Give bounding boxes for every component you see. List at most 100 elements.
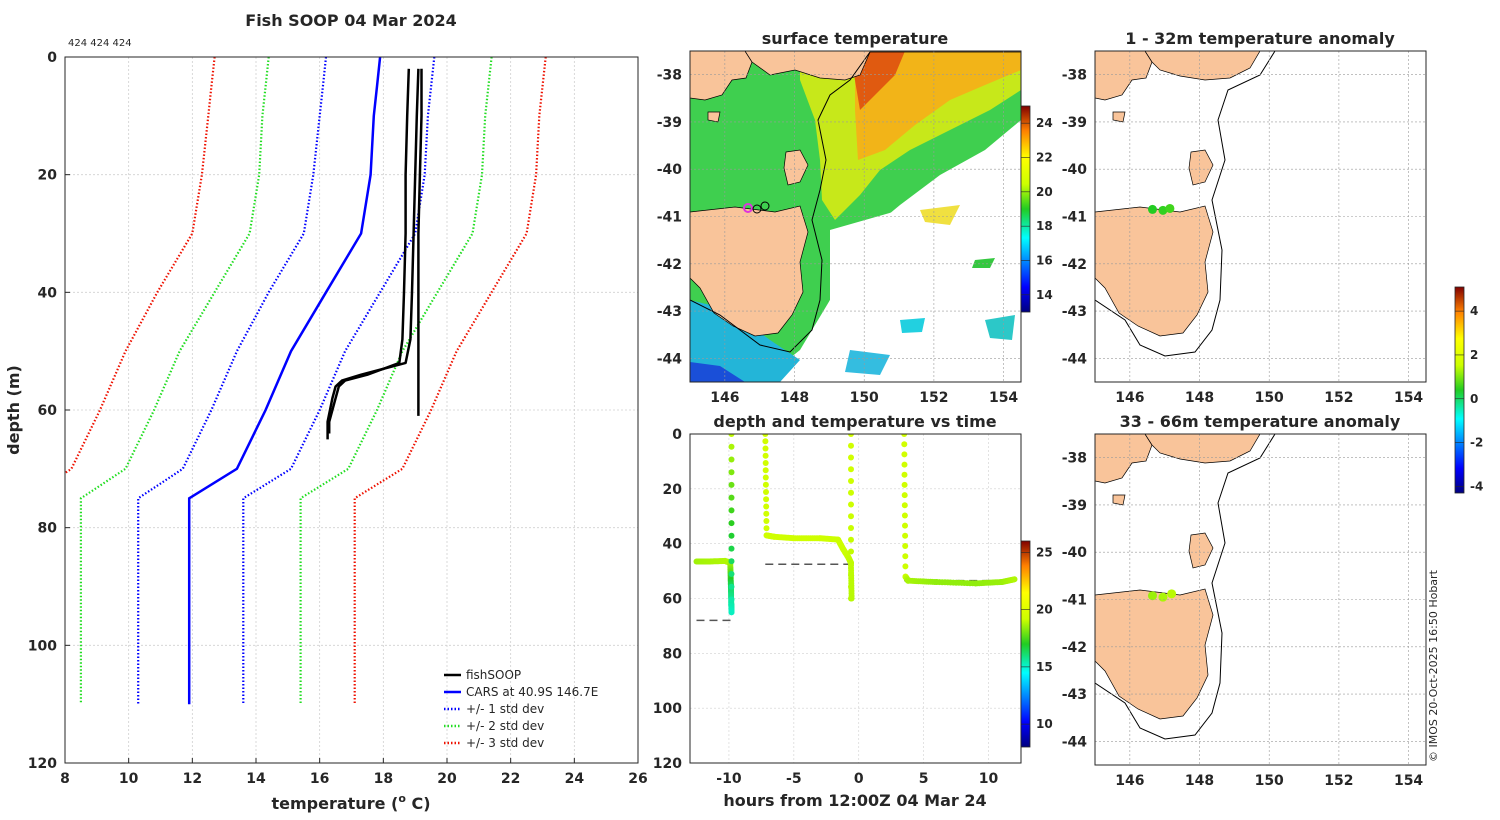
- anomaly-1-32-panel: 1 - 32m temperature anomaly 146 148 150 152…: [1062, 29, 1427, 406]
- map-ytick-label: -44: [1062, 734, 1088, 750]
- anomaly-33-66-panel: 33 - 66m temperature anomaly 146 148 150 15…: [1062, 286, 1483, 789]
- colorbar-tick-label: 10: [1036, 717, 1053, 731]
- anomaly-33-66-tick-labels: 146 148 150 152 154 -38 -39 -40 -41 -42 -43 -44: [1062, 451, 1424, 789]
- anomaly-1-32-grid: [1095, 51, 1426, 382]
- depth-time-point: [762, 445, 769, 452]
- anomaly-33-66-basemap: [1095, 434, 1276, 740]
- legend-label-cars: CARS at 40.9S 146.7E: [466, 685, 598, 699]
- depth-time-title: depth and temperature vs time: [713, 412, 996, 431]
- map-ytick-label: -42: [1062, 640, 1087, 656]
- depth-time-point: [848, 560, 854, 567]
- profile-panel: Fish SOOP 04 Mar 2024 424 424 424 8 10 12 1…: [4, 11, 648, 813]
- surface-map-tick-labels: 146 148 150 152 154 -38 -39 -40 -41 -42 -43 -44: [657, 68, 1019, 406]
- map-xtick-label: 154: [989, 390, 1018, 406]
- depth-time-point: [848, 595, 854, 602]
- map-xtick-label: 148: [780, 390, 809, 406]
- mainland-east-coast: [1144, 434, 1261, 464]
- depth-time-point: [728, 520, 735, 527]
- depth-time-point: [901, 461, 908, 468]
- king-island: [1112, 111, 1126, 123]
- profile-series: [65, 57, 547, 705]
- depth-time-series: [693, 434, 1018, 622]
- map-xtick-label: 148: [1185, 773, 1214, 789]
- map-xtick-label: 152: [1324, 773, 1353, 789]
- anomaly-point: [1167, 589, 1177, 599]
- anomaly-1-32-axes-box: [1094, 50, 1427, 383]
- map-xtick-label: 154: [1394, 773, 1423, 789]
- depth-time-xtick-label: 10: [979, 771, 999, 787]
- map-xtick-label: 154: [1394, 390, 1423, 406]
- surface-temperature-panel: surface temperature 146 148 150: [657, 29, 1053, 406]
- depth-time-point: [762, 481, 769, 488]
- depth-time-point: [848, 572, 854, 578]
- sst-patch-5: [845, 350, 890, 375]
- fishsoop-profile-2: [326, 68, 420, 440]
- anomaly-point: [1147, 204, 1157, 214]
- profile-ytick-label: 120: [28, 756, 57, 772]
- profile-ytick-label: 100: [28, 638, 57, 654]
- depth-time-point: [763, 525, 770, 532]
- depth-time-panel: depth and temperature vs time -10 -5 0 5 100…: [653, 412, 1053, 810]
- depth-time-point: [848, 525, 854, 531]
- surface-colorbar-ticks: 14 16 18 20 22 24: [1021, 116, 1053, 302]
- profile-xtick-label: 24: [565, 771, 585, 787]
- depth-time-point: [1011, 576, 1018, 583]
- depth-time-xtick-label: -10: [716, 771, 742, 787]
- map-xtick-label: 152: [1324, 390, 1353, 406]
- depth-time-point: [848, 478, 854, 484]
- anomaly-1-32-tick-labels: 146 148 150 152 154 -38 -39 -40 -41 -42 -43 -44: [1062, 68, 1424, 406]
- profile-xtick-label: 18: [374, 771, 393, 787]
- depth-time-point: [728, 456, 735, 463]
- depth-time-colorbar: [1020, 540, 1031, 748]
- figure-title: Fish SOOP 04 Mar 2024: [245, 11, 456, 30]
- profile-ytick-label: 40: [38, 285, 58, 301]
- map-ytick-label: -44: [657, 351, 683, 367]
- map-ytick-label: -44: [1062, 351, 1088, 367]
- map-ytick-label: -39: [1062, 115, 1087, 131]
- depth-time-point: [728, 434, 735, 437]
- colorbar-tick-label: 18: [1036, 219, 1053, 233]
- king-island: [1112, 494, 1126, 506]
- map-ytick-label: -42: [1062, 257, 1087, 273]
- anomaly-33-66-grid: [1095, 434, 1426, 765]
- surface-map-grid: [690, 51, 1021, 382]
- depth-time-point: [848, 513, 854, 520]
- colorbar-tick-label: 0: [1470, 392, 1478, 406]
- depth-time-point: [901, 451, 908, 458]
- depth-time-point: [728, 443, 735, 450]
- profile-xtick-label: 12: [183, 771, 202, 787]
- surface-map-track-marker: [743, 203, 753, 213]
- depth-time-point: [728, 571, 735, 577]
- depth-time-point: [762, 438, 769, 445]
- colorbar-tick-label: -2: [1470, 436, 1483, 450]
- depth-time-point: [728, 469, 735, 476]
- anomaly-point: [1158, 592, 1168, 602]
- std-line-upper-3: [353, 57, 547, 705]
- profile-axes-box: [64, 56, 639, 764]
- sst-cloud-mask: [790, 195, 1021, 382]
- depth-time-point: [762, 452, 769, 459]
- mainland-east-coast: [1144, 51, 1261, 81]
- surface-temperature-title: surface temperature: [762, 29, 949, 48]
- std-line-lower-1: [137, 57, 328, 705]
- flinders-island: [1188, 149, 1214, 186]
- imos-credit: © IMOS 20-Oct-2025 16:50 Hobart: [1427, 569, 1440, 762]
- depth-time-point: [728, 494, 735, 501]
- depth-time-point: [902, 543, 909, 549]
- profile-ids-label: 424 424 424: [68, 38, 132, 49]
- legend-label-fishsoop: fishSOOP: [466, 668, 521, 682]
- colorbar-tick-label: 14: [1036, 288, 1053, 302]
- profile-xtick-label: 10: [119, 771, 139, 787]
- depth-time-point: [901, 502, 908, 509]
- colorbar-tick-label: 24: [1036, 116, 1053, 130]
- anomaly-33-66-title: 33 - 66m temperature anomaly: [1120, 412, 1401, 431]
- map-ytick-label: -41: [1062, 593, 1087, 609]
- depth-time-point: [762, 467, 769, 474]
- profile-legend: fishSOOP CARS at 40.9S 146.7E +/- 1 std …: [444, 668, 598, 750]
- depth-time-point: [763, 489, 769, 495]
- map-xtick-label: 150: [1255, 390, 1284, 406]
- fishsoop-profile-1: [327, 68, 411, 434]
- depth-time-point: [901, 481, 908, 488]
- anomaly-point: [1165, 203, 1175, 213]
- anomaly-point: [1147, 591, 1157, 601]
